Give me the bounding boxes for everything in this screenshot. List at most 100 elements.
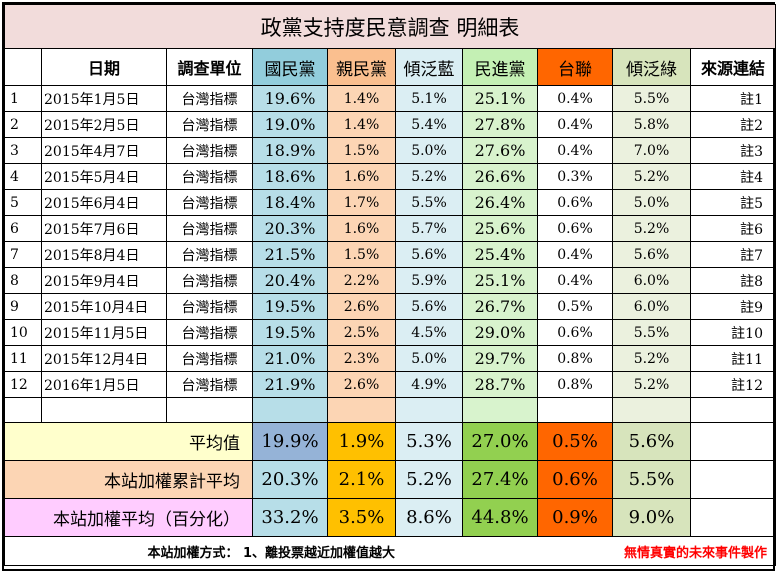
row-blue: 4.5% — [395, 319, 463, 346]
row-blue: 5.1% — [395, 85, 463, 112]
row-unit: 台灣指標 — [166, 137, 253, 164]
row-kmt: 20.3% — [252, 215, 328, 242]
row-number: 5 — [4, 189, 42, 216]
summary-blue: 8.6% — [395, 498, 463, 537]
row-pfp: 1.4% — [327, 85, 396, 112]
row-pfp: 2.6% — [327, 371, 396, 398]
row-blue: 5.6% — [395, 241, 463, 268]
row-blue: 5.2% — [395, 163, 463, 190]
row-green: 5.0% — [612, 189, 691, 216]
row-tsu: 0.4% — [537, 137, 613, 164]
row-green: 5.5% — [612, 85, 691, 112]
summary-row-weighted: 本站加權累計平均 20.3% 2.1% 5.2% 27.4% 0.6% 5.5% — [4, 460, 776, 499]
row-kmt: 19.5% — [252, 319, 328, 346]
row-source-link[interactable]: 註10 — [690, 319, 776, 346]
header-blue: 傾泛藍 — [395, 48, 463, 86]
row-pfp: 1.5% — [327, 137, 396, 164]
row-date: 2015年2月5日 — [41, 111, 167, 138]
row-unit: 台灣指標 — [166, 371, 253, 398]
row-date: 2015年7月6日 — [41, 215, 167, 242]
blank-row — [4, 397, 776, 423]
footer-row: 本站加權方式： 1、離投票越近加權值越大 無情真實的未來事件製作 — [4, 536, 776, 566]
summary-dpp: 44.8% — [462, 498, 538, 537]
row-blue: 5.0% — [395, 137, 463, 164]
summary-blue: 5.2% — [395, 460, 463, 499]
row-tsu: 0.8% — [537, 371, 613, 398]
row-tsu: 0.4% — [537, 85, 613, 112]
row-source-link[interactable]: 註1 — [690, 85, 776, 112]
row-source-link[interactable]: 註9 — [690, 293, 776, 320]
row-unit: 台灣指標 — [166, 163, 253, 190]
row-dpp: 26.6% — [462, 163, 538, 190]
row-pfp: 2.2% — [327, 267, 396, 294]
row-number: 4 — [4, 163, 42, 190]
row-tsu: 0.5% — [537, 293, 613, 320]
row-pfp: 1.4% — [327, 111, 396, 138]
summary-kmt: 20.3% — [252, 460, 328, 499]
row-date: 2015年10月4日 — [41, 293, 167, 320]
summary-pfp: 1.9% — [327, 422, 396, 461]
table-row: 9 2015年10月4日 台灣指標 19.5% 2.6% 5.6% 26.7% 0.5% 6.0… — [4, 293, 776, 320]
weighting-note: 本站加權方式： 1、離投票越近加權值越大 — [4, 536, 538, 566]
row-green: 5.2% — [612, 345, 691, 372]
row-source-link[interactable]: 註8 — [690, 267, 776, 294]
row-tsu: 0.4% — [537, 111, 613, 138]
summary-kmt: 33.2% — [252, 498, 328, 537]
summary-tsu: 0.6% — [537, 460, 613, 499]
row-dpp: 25.1% — [462, 267, 538, 294]
row-green: 7.0% — [612, 137, 691, 164]
summary-dpp: 27.4% — [462, 460, 538, 499]
summary-label: 本站加權平均（百分化） — [4, 498, 253, 537]
row-source-link[interactable]: 註5 — [690, 189, 776, 216]
row-source-link[interactable]: 註11 — [690, 345, 776, 372]
row-dpp: 25.6% — [462, 215, 538, 242]
data-rows: 1 2015年1月5日 台灣指標 19.6% 1.4% 5.1% 25.1% 0.4% 5.5%… — [4, 85, 776, 398]
row-number: 10 — [4, 319, 42, 346]
row-unit: 台灣指標 — [166, 241, 253, 268]
row-number: 1 — [4, 85, 42, 112]
row-unit: 台灣指標 — [166, 215, 253, 242]
credit-text: 無情真實的未來事件製作 — [537, 536, 776, 566]
header-green: 傾泛綠 — [612, 48, 691, 86]
row-date: 2015年6月4日 — [41, 189, 167, 216]
row-unit: 台灣指標 — [166, 189, 253, 216]
row-source-link[interactable]: 註2 — [690, 111, 776, 138]
row-pfp: 2.6% — [327, 293, 396, 320]
table-row: 8 2015年9月4日 台灣指標 20.4% 2.2% 5.9% 25.1% 0.4% 6.0%… — [4, 267, 776, 294]
row-number: 3 — [4, 137, 42, 164]
table-row: 7 2015年8月4日 台灣指標 21.5% 1.5% 5.6% 25.4% 0.4% 5.6%… — [4, 241, 776, 268]
row-source-link[interactable]: 註6 — [690, 215, 776, 242]
row-blue: 5.9% — [395, 267, 463, 294]
table-row: 3 2015年4月7日 台灣指標 18.9% 1.5% 5.0% 27.6% 0.4% 7.0%… — [4, 137, 776, 164]
row-dpp: 27.8% — [462, 111, 538, 138]
row-kmt: 21.5% — [252, 241, 328, 268]
row-green: 5.2% — [612, 163, 691, 190]
summary-kmt: 19.9% — [252, 422, 328, 461]
row-unit: 台灣指標 — [166, 345, 253, 372]
header-date: 日期 — [41, 48, 167, 86]
row-source-link[interactable]: 註4 — [690, 163, 776, 190]
row-blue: 5.6% — [395, 293, 463, 320]
row-source-link[interactable]: 註12 — [690, 371, 776, 398]
table-row: 10 2015年11月5日 台灣指標 19.5% 2.5% 4.5% 29.0% 0.6% 5.… — [4, 319, 776, 346]
summary-blue: 5.3% — [395, 422, 463, 461]
row-tsu: 0.3% — [537, 163, 613, 190]
row-number: 8 — [4, 267, 42, 294]
row-number: 7 — [4, 241, 42, 268]
row-dpp: 26.4% — [462, 189, 538, 216]
row-green: 6.0% — [612, 293, 691, 320]
row-source-link[interactable]: 註7 — [690, 241, 776, 268]
row-number: 11 — [4, 345, 42, 372]
table-row: 2 2015年2月5日 台灣指標 19.0% 1.4% 5.4% 27.8% 0.4% 5.8%… — [4, 111, 776, 138]
row-date: 2015年8月4日 — [41, 241, 167, 268]
row-source-link[interactable]: 註3 — [690, 137, 776, 164]
header-pfp: 親民黨 — [327, 48, 396, 86]
row-unit: 台灣指標 — [166, 85, 253, 112]
row-dpp: 28.7% — [462, 371, 538, 398]
table-row: 4 2015年5月4日 台灣指標 18.6% 1.6% 5.2% 26.6% 0.3% 5.2%… — [4, 163, 776, 190]
row-green: 5.8% — [612, 111, 691, 138]
summary-pfp: 2.1% — [327, 460, 396, 499]
row-tsu: 0.6% — [537, 189, 613, 216]
row-kmt: 18.9% — [252, 137, 328, 164]
row-date: 2016年1月5日 — [41, 371, 167, 398]
